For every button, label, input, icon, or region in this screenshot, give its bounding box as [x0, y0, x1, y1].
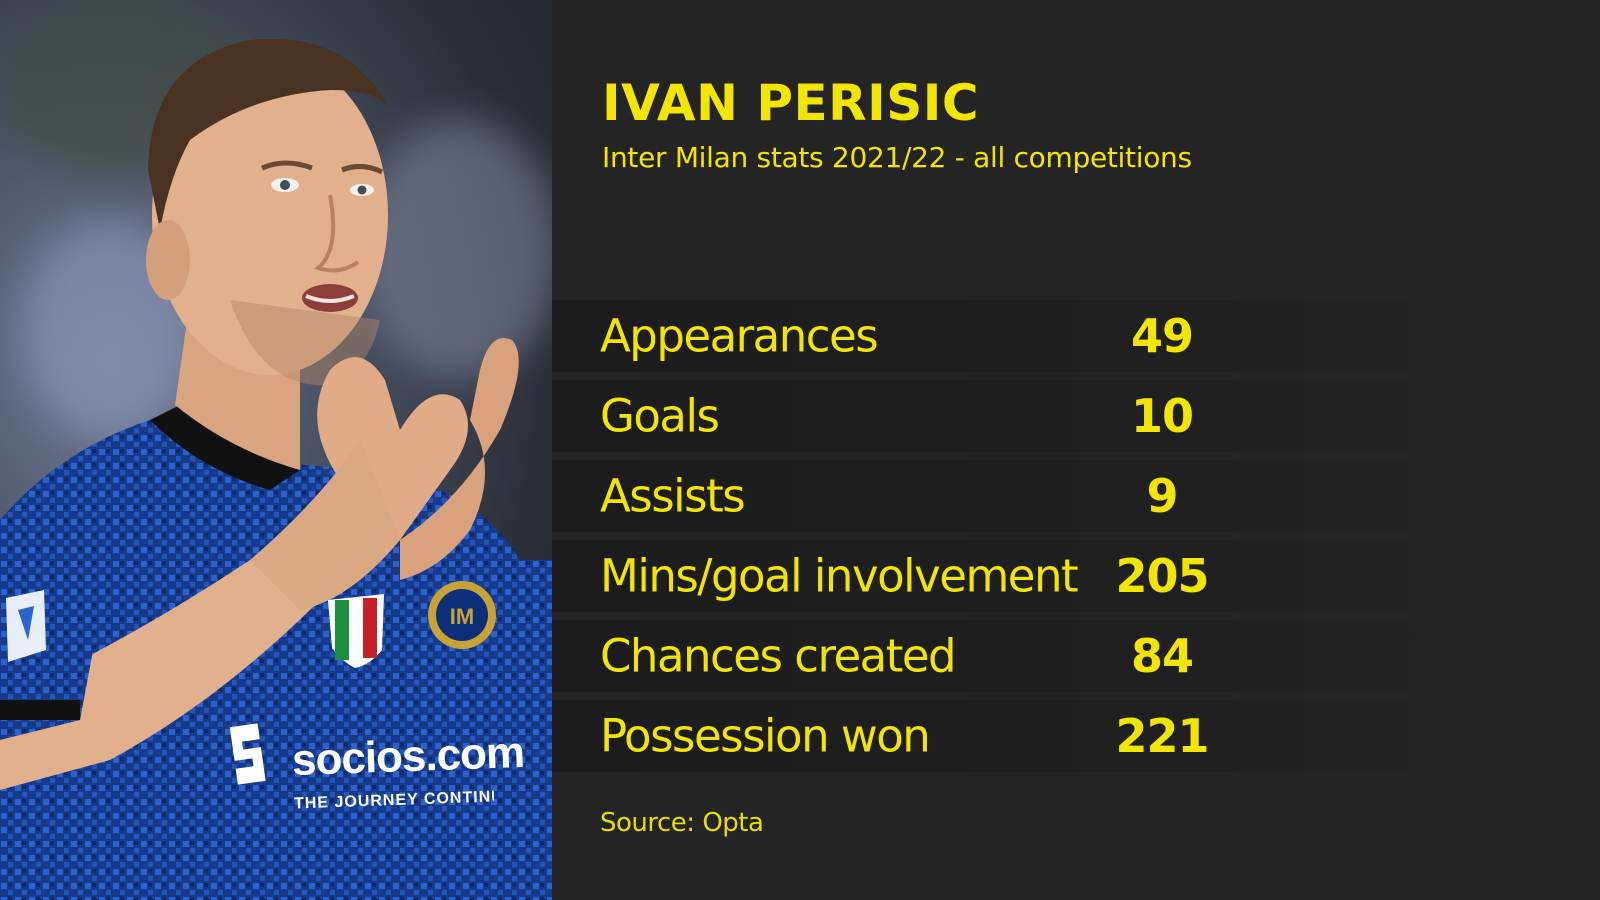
- stat-label: Goals: [600, 389, 720, 443]
- stat-label: Assists: [600, 469, 746, 523]
- player-illustration: IM: [0, 38, 552, 900]
- stat-value: 205: [1115, 549, 1209, 603]
- stat-row-appearances: Appearances 49: [552, 300, 1600, 372]
- svg-text:IM: IM: [450, 604, 474, 629]
- stat-value: 49: [1130, 309, 1194, 363]
- crowd-blur: [360, 120, 552, 380]
- stat-row-goals: Goals 10: [552, 380, 1600, 452]
- stat-value: 84: [1130, 629, 1194, 683]
- stat-label: Mins/goal involvement: [600, 549, 1079, 603]
- player-photo: IM socios.com THE JOURNEY CONTINUES: [0, 0, 552, 900]
- player-name: IVAN PERISIC: [602, 74, 980, 132]
- stats-panel: IVAN PERISIC Inter Milan stats 2021/22 -…: [552, 0, 1600, 900]
- stat-label: Chances created: [600, 629, 957, 683]
- hair: [148, 38, 390, 231]
- source-credit: Source: Opta: [600, 808, 764, 838]
- stat-row-mins-goal-involvement: Mins/goal involvement 205: [552, 540, 1600, 612]
- stat-value: 221: [1115, 709, 1209, 763]
- sponsor-logo: [229, 723, 266, 785]
- stat-row-chances-created: Chances created 84: [552, 620, 1600, 692]
- stats-table: Appearances 49 Goals 10 Assists 9 Mins/g…: [552, 300, 1600, 780]
- stat-label: Appearances: [600, 309, 879, 363]
- stat-label: Possession won: [600, 709, 931, 763]
- stat-row-possession-won: Possession won 221: [552, 700, 1600, 772]
- sponsor-text: socios.com: [291, 727, 525, 786]
- stats-subtitle: Inter Milan stats 2021/22 - all competit…: [602, 141, 1192, 174]
- stat-row-assists: Assists 9: [552, 460, 1600, 532]
- stat-value: 10: [1130, 389, 1194, 443]
- stat-value: 9: [1146, 469, 1178, 523]
